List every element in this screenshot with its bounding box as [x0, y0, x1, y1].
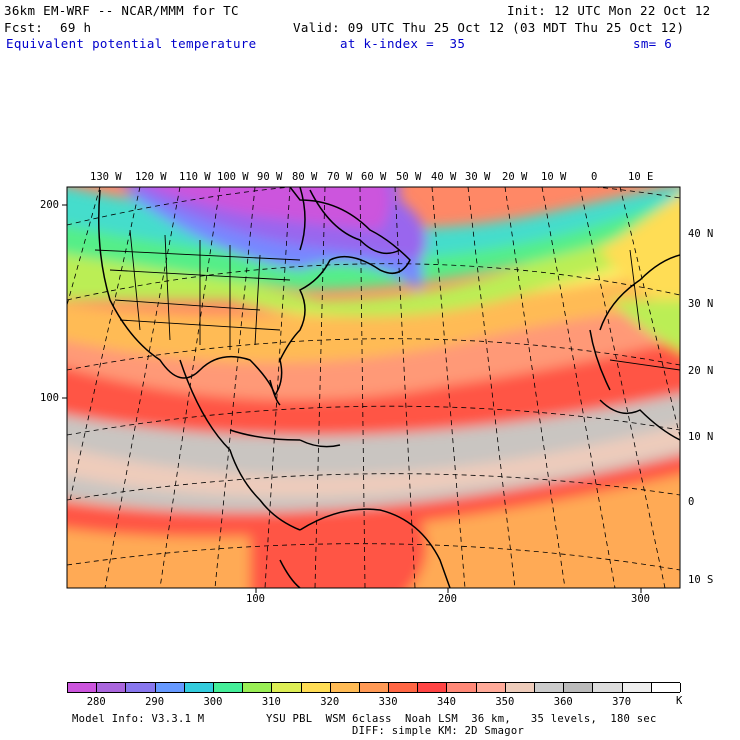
level-info: at k-index = 35	[340, 36, 466, 51]
colorbar-swatch	[476, 683, 506, 692]
colorbar-swatch	[535, 683, 565, 692]
smoothing-info: sm= 6	[633, 36, 673, 51]
colorbar-swatch	[126, 683, 156, 692]
theta-e-field	[67, 187, 680, 588]
lon-label: 20 W	[502, 171, 528, 183]
lon-label: 40 W	[431, 171, 457, 183]
colorbar-swatch	[418, 683, 448, 692]
lon-label: 80 W	[292, 171, 318, 183]
colorbar-tick-label: 350	[495, 696, 515, 708]
colorbar-swatch	[97, 683, 127, 692]
lon-label: 70 W	[327, 171, 353, 183]
lon-label: 110 W	[179, 171, 211, 183]
lon-label: 10 W	[541, 171, 567, 183]
model-title: 36km EM-WRF -- NCAR/MMM for TC	[4, 3, 239, 18]
colorbar	[67, 682, 681, 693]
diffusion-info: DIFF: simple KM: 2D Smagor	[352, 725, 525, 737]
map-frame	[66, 186, 681, 589]
colorbar-tick-label: 300	[203, 696, 223, 708]
colorbar-swatch	[243, 683, 273, 692]
lon-label: 100 W	[217, 171, 249, 183]
physics-info: YSU PBL WSM 6class Noah LSM 36 km, 35 le…	[266, 713, 657, 725]
lon-label: 50 W	[396, 171, 422, 183]
lon-label: 90 W	[257, 171, 283, 183]
forecast-hours: 69 h	[60, 20, 92, 35]
lon-label: 60 W	[361, 171, 387, 183]
colorbar-swatch	[184, 683, 214, 692]
forecast-label: Fcst:	[4, 20, 44, 35]
lat-label: 0	[688, 496, 695, 508]
grid-x-label: 200	[438, 593, 457, 605]
colorbar-tick-label: 290	[145, 696, 165, 708]
colorbar-swatch	[213, 683, 244, 692]
lon-label: 120 W	[135, 171, 167, 183]
colorbar-swatch	[593, 683, 623, 692]
lat-label: 30 N	[688, 298, 714, 310]
colorbar-tick-label: 310	[261, 696, 281, 708]
lat-label: 20 N	[688, 365, 714, 377]
colorbar-tick-label: 320	[320, 696, 340, 708]
colorbar-tick-label: 340	[436, 696, 456, 708]
colorbar-tick-label: 280	[86, 696, 106, 708]
colorbar-swatch	[651, 683, 681, 692]
colorbar-swatch	[622, 683, 652, 692]
lon-label: 130 W	[90, 171, 122, 183]
lat-label: 40 N	[688, 228, 714, 240]
lon-label: 30 W	[465, 171, 491, 183]
colorbar-swatch	[330, 683, 360, 692]
colorbar-swatch	[68, 683, 98, 692]
lon-label: 0	[591, 171, 598, 183]
grid-x-label: 300	[631, 593, 650, 605]
coastlines	[98, 187, 680, 588]
grid-y-label: 100	[40, 392, 59, 404]
colorbar-tick-label: 330	[378, 696, 398, 708]
colorbar-swatch	[389, 683, 419, 692]
lat-label: 10 N	[688, 431, 714, 443]
colorbar-unit: K	[676, 695, 683, 707]
lon-label: 10 E	[628, 171, 654, 183]
colorbar-swatch	[505, 683, 536, 692]
lat-label: 10 S	[688, 574, 714, 586]
valid-time: Valid: 09 UTC Thu 25 Oct 12 (03 MDT Thu …	[293, 20, 685, 35]
colorbar-swatch	[155, 683, 185, 692]
colorbar-swatch	[301, 683, 331, 692]
political-boundaries	[94, 229, 680, 371]
colorbar-swatch	[272, 683, 302, 692]
colorbar-swatch	[447, 683, 477, 692]
colorbar-tick-label: 360	[553, 696, 573, 708]
init-time: Init: 12 UTC Mon 22 Oct 12	[507, 3, 711, 18]
grid-y-label: 200	[40, 199, 59, 211]
field-name: Equivalent potential temperature	[6, 36, 257, 51]
colorbar-tick-label: 370	[612, 696, 632, 708]
grid-x-label: 100	[246, 593, 265, 605]
colorbar-swatch	[359, 683, 390, 692]
colorbar-swatch	[564, 683, 594, 692]
model-info: Model Info: V3.3.1 M	[72, 713, 205, 725]
